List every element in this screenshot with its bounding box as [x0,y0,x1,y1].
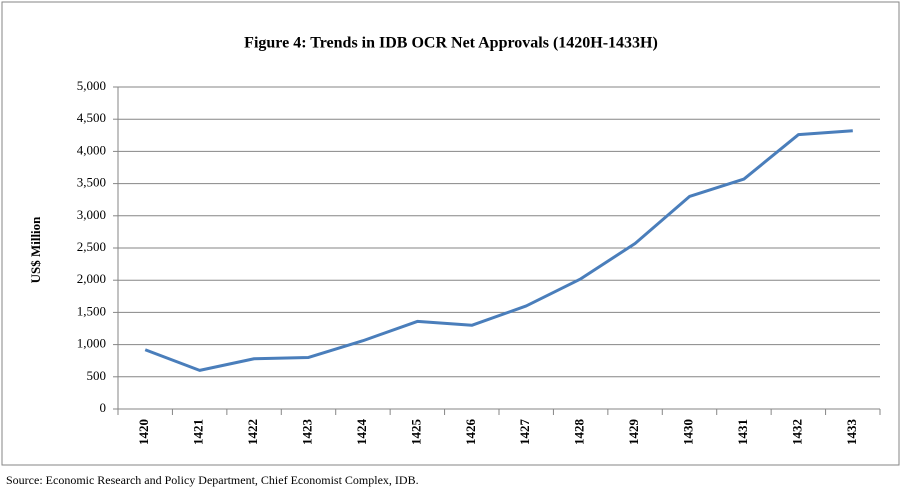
chart-border [1,1,900,466]
y-tick-label: 3,500 [77,175,106,190]
chart-title: Figure 4: Trends in IDB OCR Net Approval… [244,35,658,52]
y-tick-label: 0 [100,400,107,415]
line-series [144,129,853,372]
x-tick-label: 1428 [572,419,587,446]
y-tick-label: 5,000 [77,78,106,93]
x-tick-label: 1427 [517,419,532,446]
y-tick-label: 2,000 [77,271,106,286]
x-tick-label: 1420 [136,419,151,445]
x-tick-label: 1433 [844,419,859,446]
y-tick-label: 1,000 [77,336,106,351]
y-tick-label: 3,000 [77,207,106,222]
y-tick-label: 500 [87,368,107,383]
y-tick-label: 1,500 [77,303,106,318]
y-axis-label: US$ Million [28,216,43,284]
x-tick-label: 1424 [354,419,369,446]
x-tick-label: 1431 [735,419,750,445]
x-tick-label: 1429 [626,419,641,446]
y-tick-label: 2,500 [77,239,106,254]
x-tick-label: 1430 [680,419,695,445]
x-tick-label: 1421 [191,419,206,445]
x-tick-label: 1432 [789,419,804,445]
x-tick-label: 1423 [299,419,314,446]
x-tick-label: 1422 [245,419,260,445]
x-tick-label: 1425 [408,419,423,446]
y-tick-label: 4,000 [77,142,106,157]
y-tick-label: 4,500 [77,110,106,125]
x-tick-label: 1426 [463,419,478,446]
source-note: Source: Economic Research and Policy Dep… [6,473,419,487]
